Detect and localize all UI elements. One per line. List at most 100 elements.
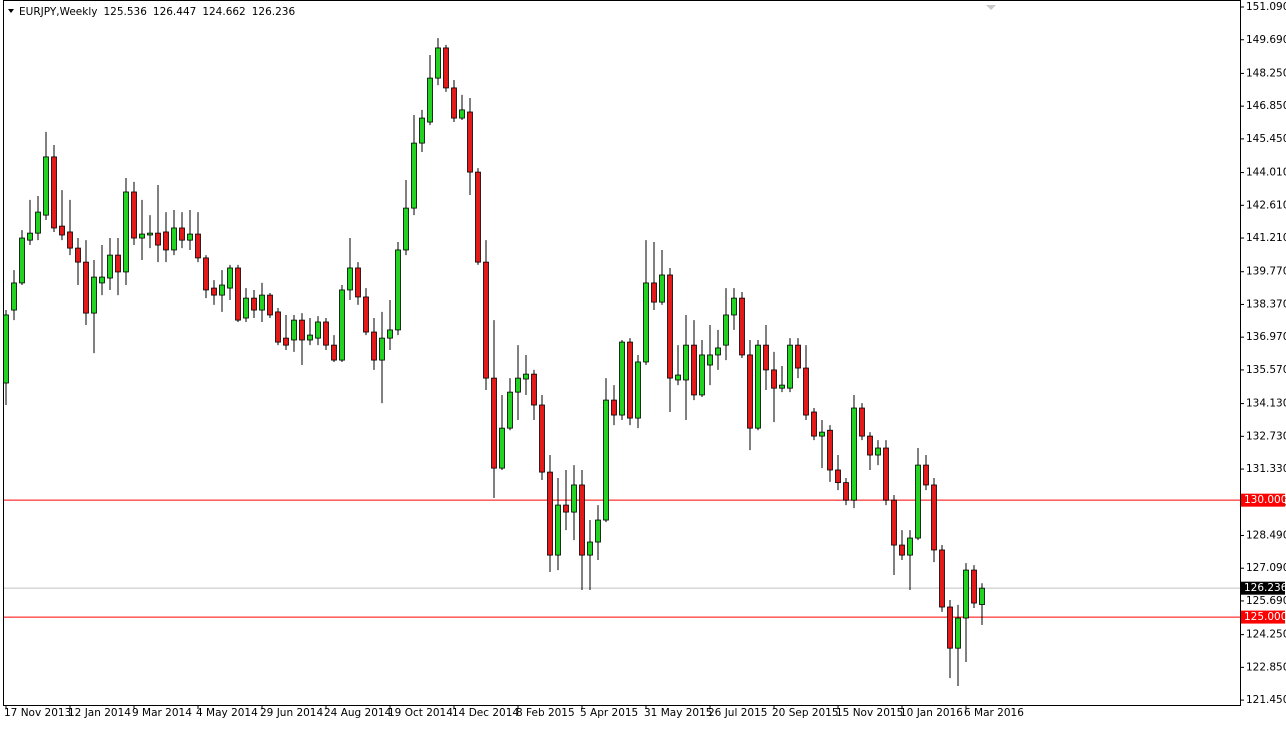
candle-body bbox=[731, 297, 737, 316]
candle-body bbox=[963, 569, 969, 619]
x-tick-label: 15 Nov 2015 bbox=[836, 707, 903, 719]
y-tick-label: 145.450 bbox=[1246, 133, 1286, 145]
price-box bbox=[1241, 610, 1285, 624]
candle-body bbox=[771, 369, 777, 389]
candle-body bbox=[875, 447, 881, 456]
price-box-label: 126.236 bbox=[1244, 582, 1286, 594]
candle-body bbox=[883, 447, 889, 501]
candle-body bbox=[915, 464, 921, 539]
x-tick-label: 17 Nov 2013 bbox=[4, 707, 71, 719]
candle-body bbox=[467, 111, 473, 173]
candle-body bbox=[35, 211, 41, 234]
candle-body bbox=[155, 232, 161, 246]
x-tick-label: 10 Jan 2016 bbox=[900, 707, 963, 719]
header-high: 126.447 bbox=[153, 6, 196, 18]
candle-body bbox=[603, 399, 609, 521]
x-tick-label: 12 Jan 2014 bbox=[68, 707, 131, 719]
x-tick-label: 19 Oct 2014 bbox=[388, 707, 453, 719]
candle-body bbox=[787, 344, 793, 389]
candle-body bbox=[475, 171, 481, 263]
candle-body bbox=[659, 274, 665, 303]
candle-body bbox=[627, 341, 633, 419]
y-tick-label: 149.690 bbox=[1246, 34, 1286, 46]
candle-body bbox=[147, 232, 153, 236]
candle-body bbox=[179, 227, 185, 241]
candle-body bbox=[531, 373, 537, 406]
candle-body bbox=[315, 321, 321, 339]
y-tick-label: 122.850 bbox=[1246, 661, 1286, 673]
candle-body bbox=[195, 233, 201, 259]
header: EURJPY,Weekly 125.536 126.447 124.662 126.23… bbox=[19, 6, 295, 18]
candle-body bbox=[539, 404, 545, 473]
candle-body bbox=[427, 77, 433, 123]
candle-body bbox=[819, 431, 825, 437]
candle-body bbox=[363, 296, 369, 333]
candle-body bbox=[691, 344, 697, 396]
x-tick-label: 9 Mar 2014 bbox=[132, 707, 192, 719]
candle-body bbox=[299, 319, 305, 341]
candle-body bbox=[131, 191, 137, 239]
candle-body bbox=[571, 484, 577, 513]
x-tick-label: 24 Aug 2014 bbox=[324, 707, 392, 719]
candle-body bbox=[587, 541, 593, 556]
candle-body bbox=[251, 297, 257, 311]
candle-body bbox=[779, 384, 785, 389]
candle-body bbox=[851, 407, 857, 501]
candle-body bbox=[651, 282, 657, 303]
candle-body bbox=[123, 191, 129, 273]
candle-body bbox=[795, 344, 801, 369]
candle-body bbox=[747, 354, 753, 429]
candle-body bbox=[563, 504, 569, 513]
y-tick-label: 148.250 bbox=[1246, 67, 1286, 79]
candle-body bbox=[907, 537, 913, 556]
candle-body bbox=[355, 267, 361, 298]
candle-body bbox=[891, 499, 897, 546]
candle-body bbox=[619, 341, 625, 416]
candle-body bbox=[699, 354, 705, 396]
candle-body bbox=[67, 231, 73, 249]
candle-body bbox=[59, 225, 65, 236]
y-tick-label: 141.210 bbox=[1246, 232, 1286, 244]
candle-body bbox=[419, 117, 425, 144]
candle-body bbox=[899, 544, 905, 556]
candle-body bbox=[219, 284, 225, 296]
candle-body bbox=[955, 617, 961, 649]
candle-body bbox=[83, 261, 89, 314]
candle-body bbox=[347, 267, 353, 291]
candle-body bbox=[515, 377, 521, 393]
candle-body bbox=[259, 294, 265, 311]
candle-body bbox=[579, 484, 585, 556]
candle-body bbox=[923, 464, 929, 486]
candle-body bbox=[867, 435, 873, 456]
y-tick-label: 128.490 bbox=[1246, 529, 1286, 541]
y-tick-label: 132.730 bbox=[1246, 430, 1286, 442]
candle-body bbox=[267, 294, 273, 316]
candle-body bbox=[19, 237, 25, 284]
candle-body bbox=[291, 319, 297, 341]
x-tick-label: 29 Jun 2014 bbox=[260, 707, 323, 719]
candle-body bbox=[51, 156, 57, 229]
candle-body bbox=[443, 47, 449, 89]
y-tick-label: 139.770 bbox=[1246, 266, 1286, 278]
y-tick-label: 151.090 bbox=[1246, 1, 1286, 13]
candle-body bbox=[635, 361, 641, 419]
candle-body bbox=[27, 232, 33, 241]
candle-body bbox=[931, 484, 937, 551]
price-box bbox=[1241, 581, 1285, 595]
y-tick-label: 121.450 bbox=[1246, 694, 1286, 706]
candle-body bbox=[203, 257, 209, 291]
candle-body bbox=[11, 282, 17, 311]
y-tick-label: 144.010 bbox=[1246, 167, 1286, 179]
price-box-label: 130.000 bbox=[1244, 494, 1286, 506]
candle-body bbox=[547, 471, 553, 556]
candle-body bbox=[139, 233, 145, 239]
x-tick-label: 31 May 2015 bbox=[644, 707, 712, 719]
candle-body bbox=[947, 606, 953, 649]
candle-body bbox=[99, 276, 105, 284]
candle-body bbox=[803, 367, 809, 416]
candle-body bbox=[75, 247, 81, 263]
x-tick-label: 6 Mar 2016 bbox=[964, 707, 1024, 719]
